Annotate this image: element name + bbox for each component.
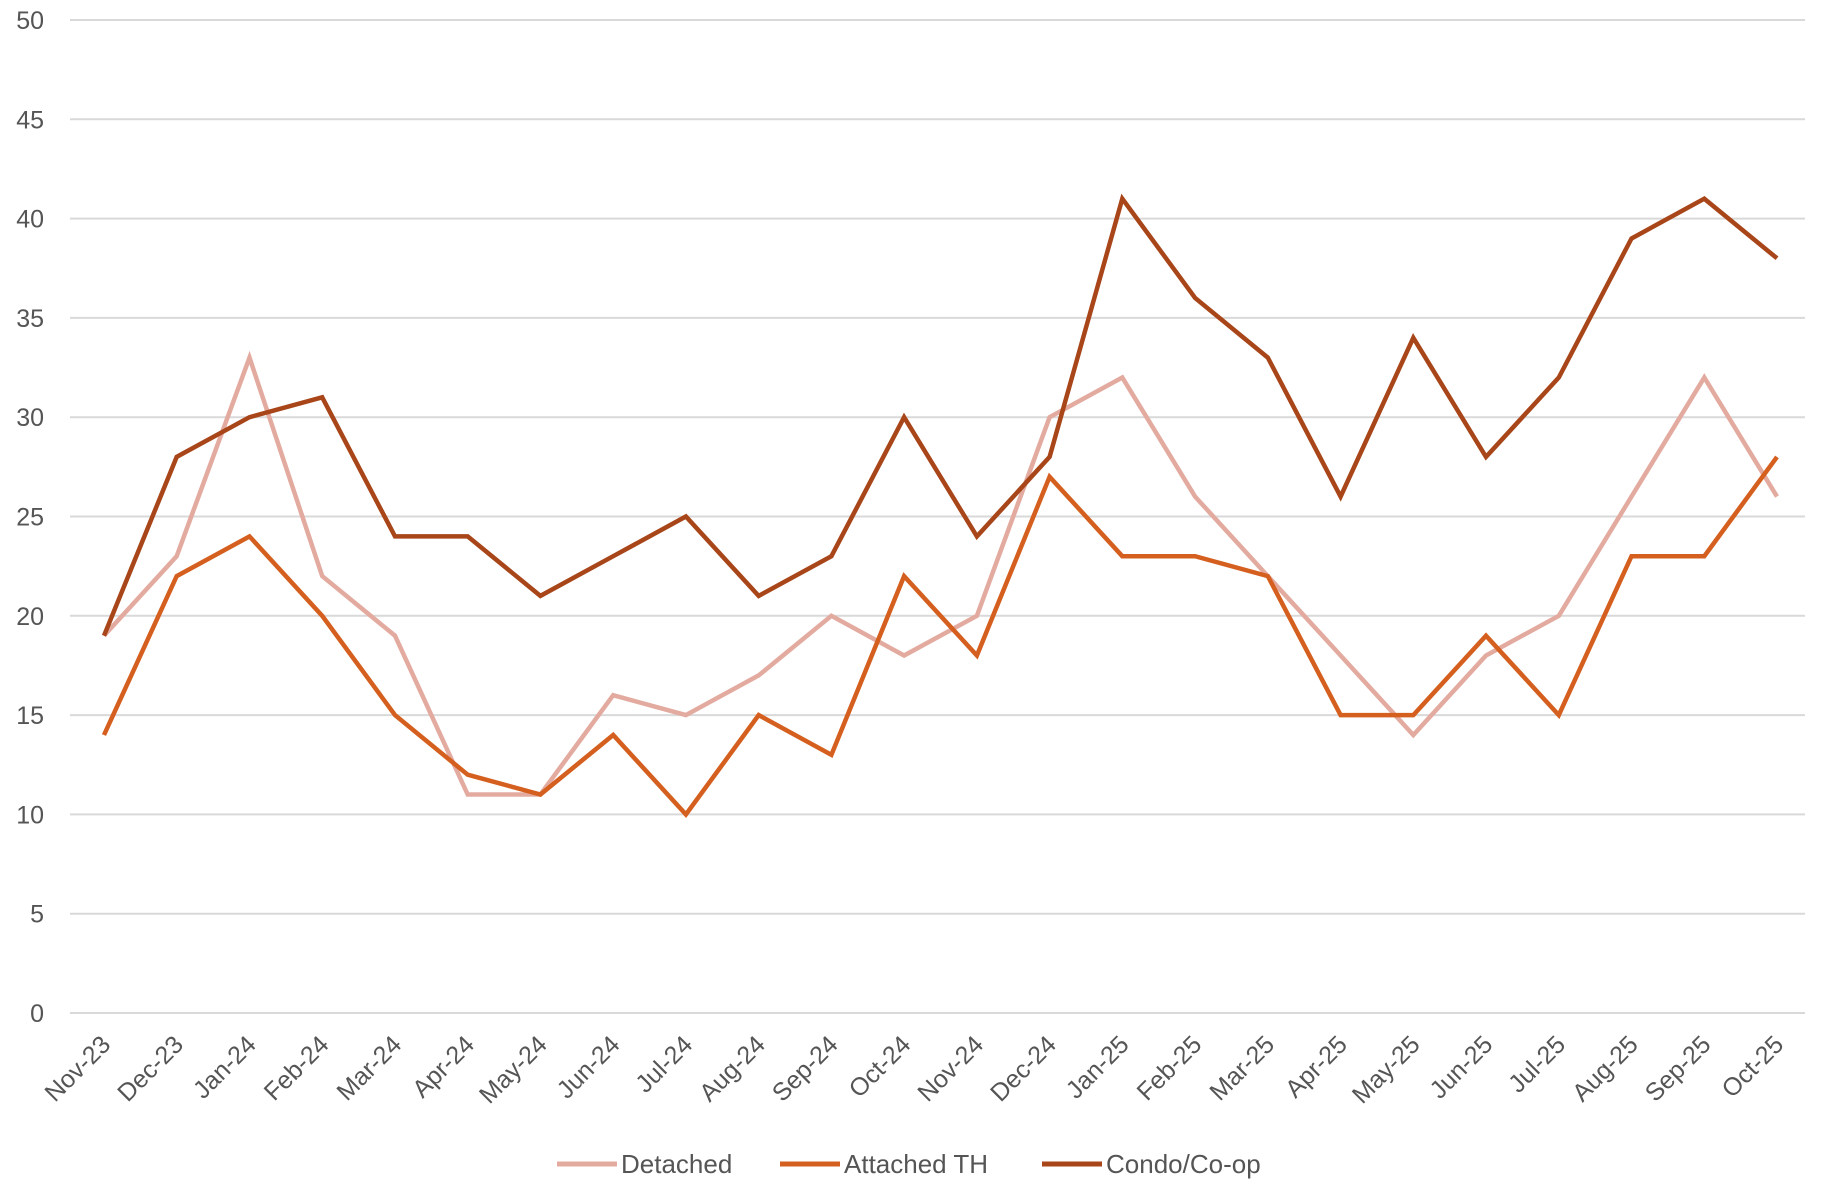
x-tick-label: Sep-24 [767,1030,844,1107]
x-tick-label: Jun-25 [1424,1030,1498,1104]
x-tick-label: Feb-24 [259,1030,335,1106]
x-tick-label: Sep-25 [1640,1030,1717,1107]
x-tick-label: Nov-23 [39,1030,116,1107]
x-tick-label: Dec-24 [985,1030,1062,1107]
x-tick-label: Mar-25 [1204,1030,1280,1106]
y-tick-label: 20 [16,603,44,631]
y-tick-label: 15 [16,702,44,730]
y-tick-label: 30 [16,404,44,432]
x-tick-label: Apr-25 [1280,1030,1353,1103]
series-line-attached-th [101,455,1779,818]
legend-label-attached-th: Attached TH [844,1149,988,1179]
x-tick-label: Feb-25 [1132,1030,1208,1106]
x-tick-label: Aug-24 [694,1030,771,1107]
y-tick-label: 40 [16,206,44,234]
y-tick-label: 25 [16,504,44,532]
y-tick-label: 0 [30,1000,44,1028]
x-tick-label: May-24 [474,1030,553,1109]
x-tick-label: Dec-23 [112,1030,189,1107]
x-tick-label: May-25 [1347,1030,1426,1109]
series-lines [101,193,1779,818]
x-tick-label: Jan-24 [188,1030,262,1104]
y-tick-label: 5 [30,901,44,929]
y-axis-tick-labels: 0 5 10 15 20 25 30 35 40 45 50 [16,7,44,1028]
y-tick-label: 45 [16,106,44,134]
x-tick-label: Apr-24 [407,1030,480,1103]
series-line-condo-co-op [101,193,1779,637]
x-tick-label: Jun-24 [552,1030,626,1104]
x-tick-label: Oct-25 [1716,1030,1789,1103]
x-tick-label: Jul-24 [630,1030,698,1098]
y-tick-label: 50 [16,7,44,35]
x-tick-label: Oct-24 [844,1030,917,1103]
x-tick-label: Aug-25 [1567,1030,1644,1107]
legend-label-detached: Detached [621,1149,732,1179]
x-tick-label: Jul-25 [1503,1030,1571,1098]
series-line-detached [102,350,1779,797]
x-tick-label: Jan-25 [1061,1030,1135,1104]
y-tick-label: 35 [16,305,44,333]
legend: Detached Attached TH Condo/Co-op [557,1149,1261,1179]
legend-label-condo-co-op: Condo/Co-op [1106,1149,1261,1179]
x-tick-label: Mar-24 [331,1030,407,1106]
x-tick-label: Nov-24 [912,1030,989,1107]
y-tick-label: 10 [16,801,44,829]
gridlines [70,19,1805,1014]
